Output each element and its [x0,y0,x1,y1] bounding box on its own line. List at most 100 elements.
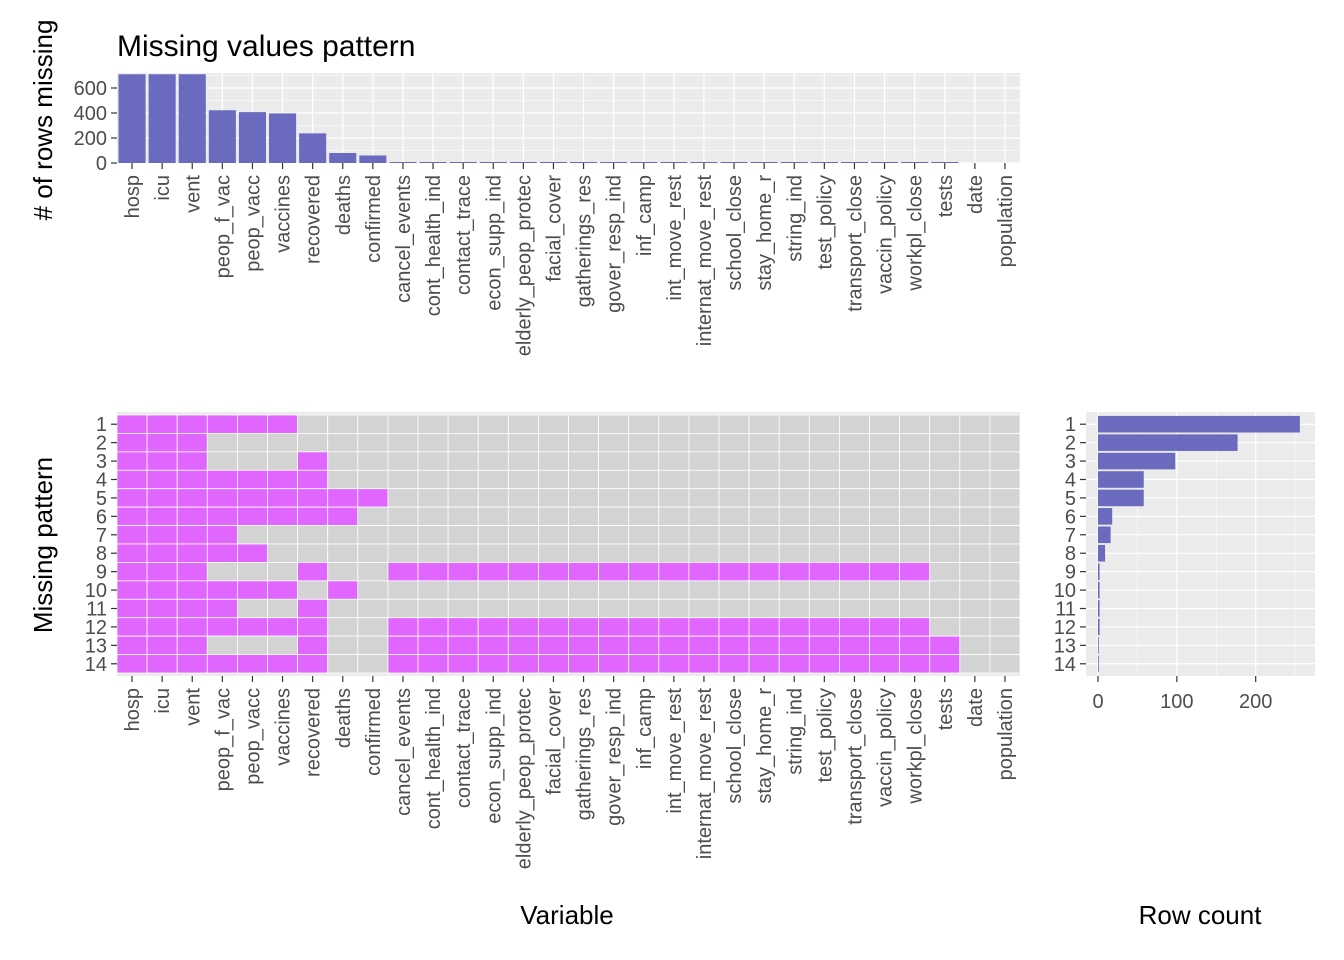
heatmap-cell [748,598,780,619]
heatmap-cell [116,433,148,453]
top-bar-peop_vacc [238,112,266,163]
heatmap-cell [297,543,329,563]
heatmap-cell [267,617,299,637]
heatmap-cell [538,543,569,563]
heatmap-y-tick-label: 8 [96,543,107,565]
heatmap-cell [176,580,208,600]
heatmap-cell [146,506,178,526]
heatmap-cell [477,654,509,674]
heatmap-cell [236,433,268,453]
heatmap-cell [718,488,750,508]
heatmap-cell [869,598,901,619]
heatmap-cell [778,635,810,655]
row-count-y-tick-label: 2 [1065,433,1076,455]
heatmap-cell [628,598,660,619]
heatmap-cell [899,543,931,563]
heatmap-cell [176,488,208,508]
heatmap-cell [899,562,931,582]
heatmap-cell [146,635,178,655]
heatmap-cell [357,488,389,508]
heatmap-cell [598,654,630,674]
heatmap-cell [477,635,509,655]
heatmap-cell [688,506,720,526]
top-bar-hosp [118,74,146,163]
heatmap-cell [447,598,479,619]
heatmap-cell [146,543,178,563]
heatmap-cell [568,414,600,434]
heatmap-cell [327,635,359,655]
row-count-bar-6 [1098,508,1113,525]
heatmap-cell [959,654,991,674]
heatmap-cell [477,414,509,434]
top-x-tick-label: population [995,175,1017,267]
heatmap-x-axis-title: Variable [520,900,613,930]
heatmap-cell [236,543,268,563]
heatmap-cell [778,506,810,526]
heatmap-cell [297,525,329,545]
heatmap-cell [297,654,329,674]
heatmap-cell [297,562,329,582]
heatmap-cell [598,580,630,600]
heatmap-cell [538,414,569,434]
heatmap-cell [778,543,810,563]
top-x-tick-label: internat_move_rest [694,175,716,347]
heatmap-cell [568,506,600,526]
heatmap-cell [417,433,449,453]
top-bar-confirmed [359,155,387,163]
heatmap-cell [628,451,660,471]
row-count-y-tick-label: 13 [1054,635,1076,657]
top-bar-string_ind [780,162,808,163]
heatmap-x-tick-label: population [995,688,1017,780]
heatmap-cell [357,451,389,471]
heatmap-cell [718,506,750,526]
heatmap-cell [748,488,780,508]
heatmap-cell [206,433,238,453]
heatmap-cell [688,414,720,434]
top-x-tick-label: hosp [122,175,144,218]
top-bar-workpl_close [901,162,929,163]
heatmap-cell [839,506,870,526]
heatmap-cell [568,525,600,545]
heatmap-cell [267,580,299,600]
heatmap-cell [778,451,810,471]
heatmap-cell [507,414,539,434]
heatmap-cell [959,525,991,545]
heatmap-cell [959,451,991,471]
heatmap-cell [267,506,299,526]
heatmap-cell [959,617,991,637]
heatmap-cell [477,433,509,453]
heatmap-cell [538,562,569,582]
heatmap-cell [658,506,690,526]
heatmap-cell [568,433,600,453]
top-x-tick-label: recovered [303,175,325,264]
heatmap-x-tick-label: deaths [333,688,355,748]
row-count-y-tick-label: 5 [1065,488,1076,510]
heatmap-cell [477,598,509,619]
top-bar-peop_f_vac [208,110,236,163]
top-bar-cancel_events [389,162,417,163]
heatmap-cell [989,562,1021,582]
heatmap-cell [477,506,509,526]
heatmap-cell [718,525,750,545]
heatmap-cell [176,654,208,674]
heatmap-cell [598,635,630,655]
heatmap-cell [357,562,389,582]
heatmap-cell [718,617,750,637]
heatmap-cell [206,506,238,526]
row-count-bar-11 [1098,600,1100,617]
heatmap-cell [146,469,178,490]
heatmap-y-tick-label: 12 [85,617,107,639]
heatmap-cell [327,580,359,600]
heatmap-cell [598,617,630,637]
heatmap-cell [417,469,449,490]
top-x-tick-label: gover_resp_ind [604,175,626,313]
heatmap-cell [989,506,1021,526]
heatmap-cell [477,543,509,563]
top-x-tick-label: test_policy [814,175,836,270]
heatmap-cell [477,617,509,637]
heatmap-cell [899,414,931,434]
heatmap-cell [929,562,961,582]
heatmap-cell [688,654,720,674]
heatmap-cell [297,598,329,619]
heatmap-cell [417,506,449,526]
